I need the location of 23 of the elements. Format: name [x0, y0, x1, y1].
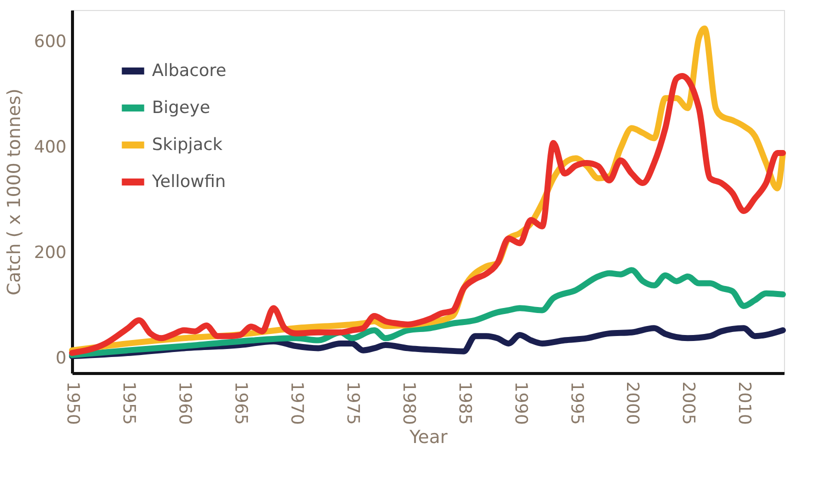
y-tick-label: 400	[34, 138, 66, 158]
y-axis-title: Catch ( x 1000 tonnes)	[4, 88, 26, 296]
y-tick-label: 0	[56, 348, 66, 369]
x-tick-label: 2000	[622, 382, 642, 425]
x-tick-label: 1985	[454, 382, 474, 425]
x-axis-title: Year	[408, 426, 448, 448]
legend-label: Bigeye	[152, 98, 210, 118]
legend-label: Yellowfin	[151, 172, 226, 192]
x-tick-label: 1975	[342, 382, 362, 425]
x-tick-label: 2005	[678, 382, 698, 425]
x-tick-label: 1970	[286, 382, 306, 425]
x-tick-label: 1995	[566, 382, 586, 425]
y-tick-label: 600	[34, 32, 66, 52]
x-tick-label: 2010	[734, 382, 754, 425]
x-tick-label: 1990	[510, 382, 530, 425]
x-tick-label: 1955	[118, 382, 138, 425]
y-tick-label: 200	[34, 243, 66, 264]
x-tick-label: 1980	[398, 382, 418, 425]
x-tick-label: 1950	[62, 382, 82, 425]
x-tick-label: 1965	[230, 382, 250, 425]
legend-label: Albacore	[152, 61, 226, 81]
x-tick-label: 1960	[174, 382, 194, 425]
legend-label: Skipjack	[152, 135, 223, 155]
